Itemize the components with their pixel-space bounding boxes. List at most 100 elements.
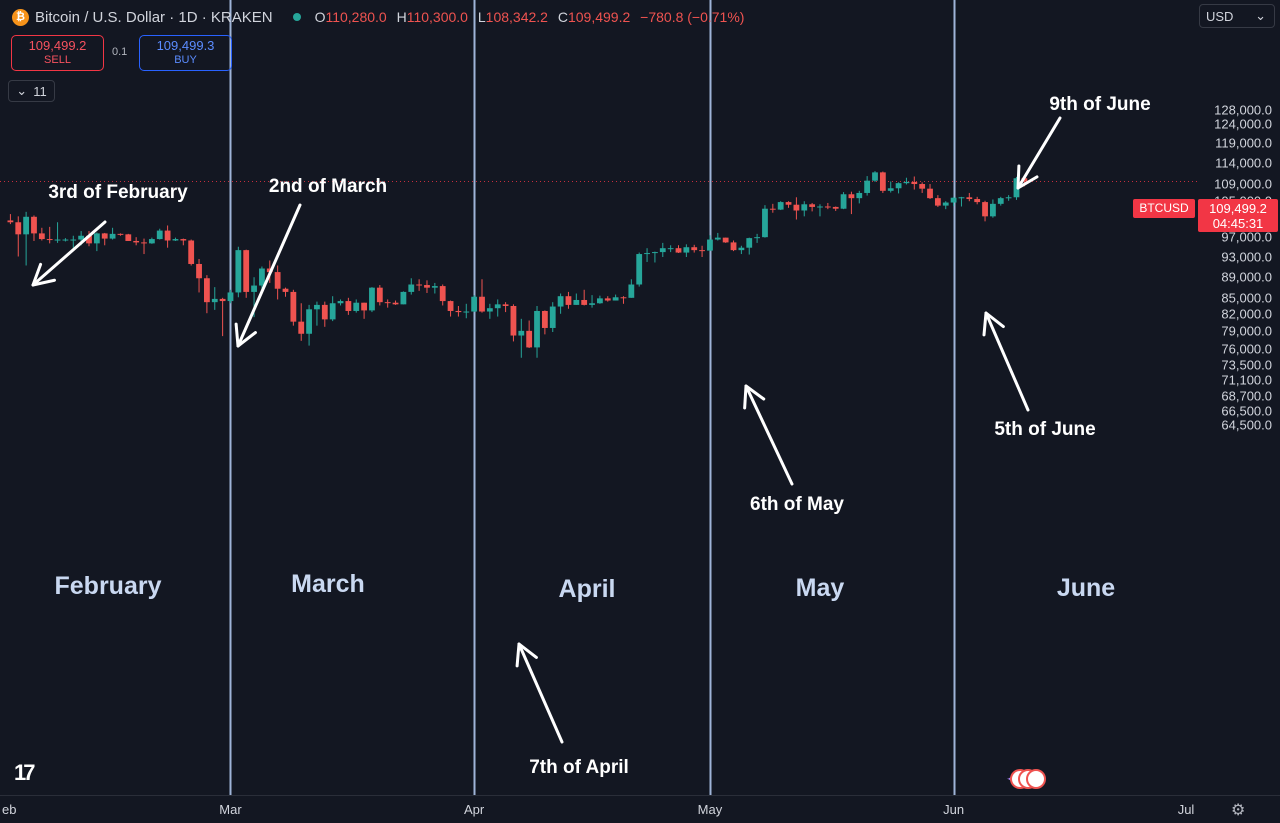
settings-gear-icon[interactable]: ⚙ (1231, 802, 1246, 819)
candle-body (534, 310, 540, 348)
candle-body (243, 250, 250, 292)
buy-button[interactable]: 109,499.3 BUY (139, 35, 232, 71)
market-status-icon[interactable] (292, 13, 301, 21)
candle-body (526, 330, 533, 348)
month-label-june: June (1056, 574, 1116, 602)
price-scale[interactable]: 128,000.0 124,000.0 119,000.0 114,000.0 109,… (1198, 0, 1280, 795)
candle-body (376, 287, 383, 303)
candle-body (762, 208, 768, 238)
candle-body (840, 194, 847, 209)
price-tick-label: 114,000.0 (1215, 155, 1272, 171)
annotation-arrowhead (1016, 164, 1039, 190)
candle-body (872, 172, 878, 181)
candle-body (148, 239, 155, 244)
economic-events[interactable]: ✦ (1006, 768, 1046, 790)
event-flag-icon (1025, 769, 1046, 789)
candle-body (259, 268, 265, 286)
candle-body (156, 230, 163, 240)
candle-body (384, 302, 391, 304)
candle-body (730, 242, 737, 251)
candle-body (974, 199, 981, 203)
last-price-tag: 109,499.2 04:45:31 (1198, 199, 1278, 232)
candle-body (848, 194, 855, 199)
candle-body (31, 216, 37, 234)
candle-body (801, 204, 808, 211)
ohlc-close-key: C (557, 9, 568, 25)
candle-body (927, 188, 933, 199)
symbol-title[interactable]: Bitcoin / U.S. Dollar · 1D · KRAKEN (35, 8, 273, 26)
candle-body (769, 208, 776, 210)
candle-body (251, 285, 257, 292)
candle-body (879, 172, 886, 191)
candle-body (942, 202, 949, 206)
candle-body (722, 237, 729, 243)
month-label-march: March (291, 570, 365, 598)
annotation-arrowhead (743, 384, 766, 410)
annotation-6th-of-may: 6th of May (750, 494, 844, 515)
candle-body (298, 321, 305, 334)
candle-body (188, 240, 195, 264)
price-tick-label: 97,000.0 (1221, 229, 1272, 245)
bitcoin-icon: ₿ (12, 8, 29, 26)
ohlc-close: 109,499.2 (567, 9, 631, 25)
candle-body (667, 248, 674, 250)
candle-body (321, 304, 328, 320)
candle-body (675, 248, 682, 253)
candle-body (793, 204, 800, 211)
price-tick-label: 109,000.0 (1214, 176, 1272, 192)
candle-body (70, 239, 77, 241)
candle-body (46, 239, 53, 241)
time-tick-label: Jul (1177, 802, 1195, 817)
time-scale[interactable]: eb Mar Apr May Jun Jul (0, 795, 1280, 823)
candle-body (345, 301, 352, 311)
candle-body (416, 284, 423, 286)
candle-body (659, 248, 666, 253)
price-tick-label: 82,000.0 (1221, 306, 1272, 322)
buy-label: BUY (174, 54, 197, 66)
symbol-header: ₿ Bitcoin / U.S. Dollar · 1D · KRAKEN O1… (12, 7, 750, 27)
indicators-toggle-button[interactable]: ⌄ 11 (8, 80, 55, 102)
sell-price: 109,499.2 (28, 38, 87, 53)
order-quantity[interactable]: 0.1 (112, 46, 128, 58)
candle-body (832, 206, 839, 209)
currency-select[interactable]: USD ⌄ (1199, 4, 1275, 28)
candle-body (573, 299, 580, 305)
price-tick-label: 119,000.0 (1215, 135, 1272, 151)
candle-body (565, 296, 572, 305)
candle-body (78, 235, 85, 240)
sell-button[interactable]: 109,499.2 SELL (11, 35, 104, 71)
candle-body (196, 263, 202, 279)
indicators-count: 11 (33, 83, 47, 99)
candle-body (408, 284, 415, 292)
candle-body (93, 233, 100, 244)
candle-body (290, 291, 297, 322)
candle-body (117, 233, 124, 235)
price-tick-label: 71,100.0 (1221, 372, 1272, 388)
price-tick-label: 64,500.0 (1221, 417, 1272, 433)
candle-body (455, 310, 462, 313)
candle-body (1005, 197, 1012, 199)
tradingview-logo-icon[interactable]: 17 (14, 760, 36, 785)
ohlc-low-key: L (477, 9, 486, 25)
annotation-arrow (31, 220, 107, 287)
candle-body (369, 287, 375, 311)
price-tick-label: 73,500.0 (1221, 357, 1272, 373)
candle-body (903, 181, 910, 184)
sell-label: SELL (44, 54, 71, 66)
month-label-may: May (795, 574, 845, 602)
annotation-5th-of-june: 5th of June (994, 419, 1096, 440)
candle-body (38, 233, 45, 240)
price-tick-label: 89,000.0 (1221, 269, 1272, 285)
chart-pane[interactable] (0, 0, 1199, 795)
candle-body (337, 301, 344, 304)
symbol-price-tag: BTCUSD (1133, 199, 1195, 218)
bar-countdown: 04:45:31 (1212, 216, 1264, 231)
candle-body (620, 297, 627, 299)
ohlc-high-key: H (396, 9, 407, 25)
candle-body (597, 298, 603, 304)
candle-body (274, 272, 281, 289)
candlestick-chart[interactable] (0, 0, 1198, 795)
candle-body (856, 192, 863, 199)
candle-body (518, 330, 525, 336)
price-tick-label: 66,500.0 (1221, 403, 1272, 419)
